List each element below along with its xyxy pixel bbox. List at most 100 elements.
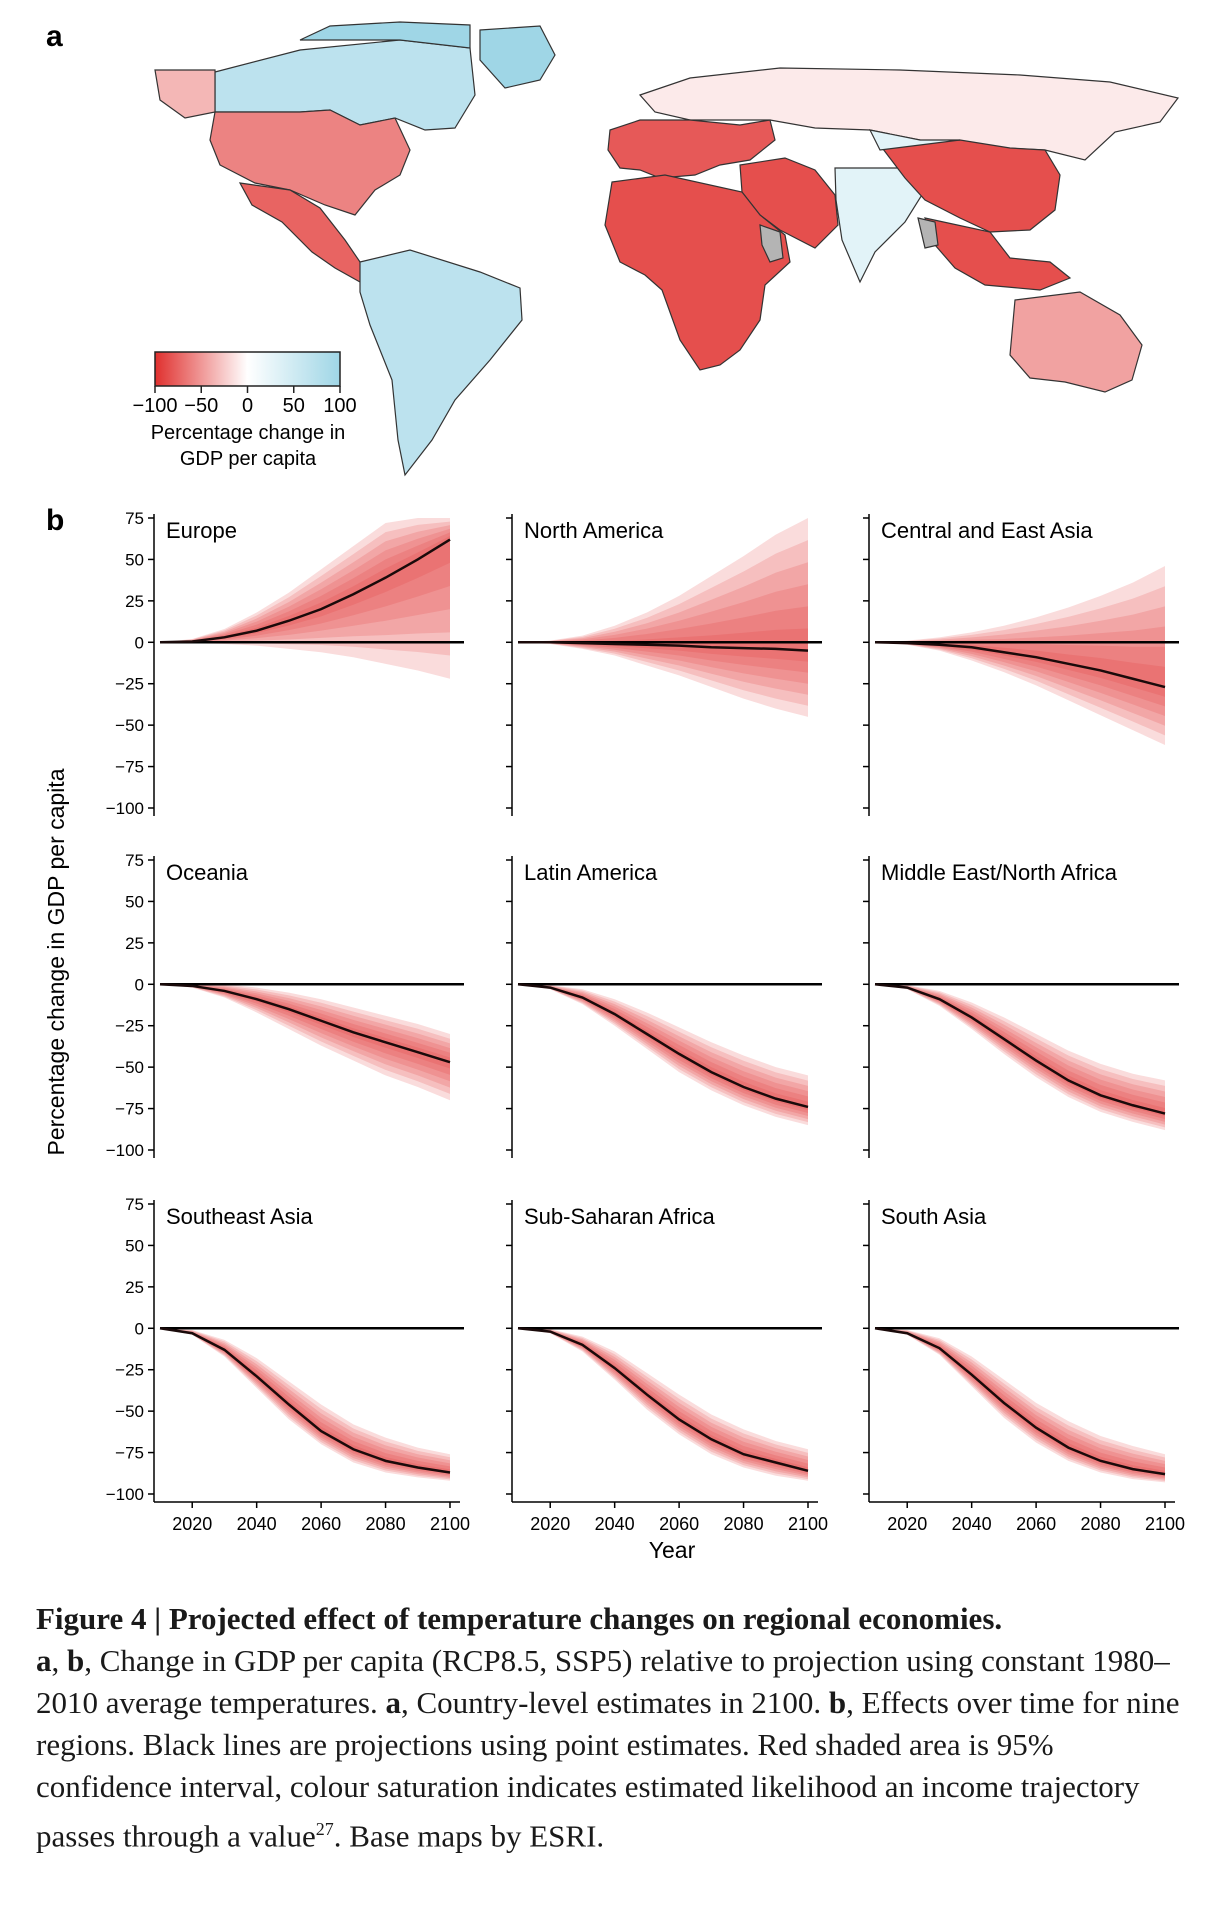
confidence-band <box>160 525 450 643</box>
confidence-band <box>160 984 450 1094</box>
confidence-band <box>160 518 450 679</box>
confidence-band <box>518 984 808 1123</box>
y-tick-label: −100 <box>106 799 144 818</box>
world-map: CanadaGreenlandGreenlandAlaska (United S… <box>154 21 1180 477</box>
confidence-band <box>518 984 808 1126</box>
x-tick-label: 2060 <box>301 1514 341 1534</box>
legend-tick-label: 100 <box>323 395 356 417</box>
confidence-band <box>518 540 808 706</box>
x-axis-title: Year <box>649 1537 696 1563</box>
confidence-band <box>875 626 1165 717</box>
confidence-band <box>518 562 808 695</box>
confidence-band <box>875 1328 1165 1483</box>
projection-line <box>874 983 1166 1115</box>
confidence-band <box>160 528 450 643</box>
caption-fig-label: Figure 4 <box>36 1601 147 1636</box>
confidence-band <box>875 1328 1165 1482</box>
x-tick-label: 2020 <box>530 1514 570 1534</box>
confidence-band <box>160 532 450 643</box>
x-tick-label: 2100 <box>430 1514 470 1534</box>
map-region: Northern Europe and Russia <box>359 249 523 477</box>
panel-title: North America <box>524 518 664 543</box>
y-tick-label: −75 <box>115 1444 144 1463</box>
y-tick-label: 25 <box>125 592 144 611</box>
y-tick-label: 0 <box>135 1319 144 1338</box>
x-tick-label: 2100 <box>1145 1514 1185 1534</box>
projection-line <box>874 1327 1166 1476</box>
panel: Latin America <box>506 856 822 1158</box>
x-tick-label: 2040 <box>595 1514 635 1534</box>
x-tick-label: 2080 <box>1081 1514 1121 1534</box>
map-region: Southeast Asia <box>924 217 1072 291</box>
y-tick-label: −50 <box>115 716 144 735</box>
confidence-band <box>518 518 808 717</box>
confidence-band <box>518 984 808 1110</box>
map-region-no-data <box>917 217 939 249</box>
confidence-band <box>518 584 808 684</box>
projection-line <box>517 983 809 1109</box>
confidence-band <box>160 1328 450 1477</box>
panel-a-label: a <box>46 20 63 53</box>
map-region: Greenland <box>479 25 556 89</box>
y-tick-label: −75 <box>115 758 144 777</box>
small-multiples: 75 50 25 0 −25 −50 −75 −100 Europe North America C… <box>106 509 1185 1534</box>
confidence-band <box>875 642 1165 707</box>
projection-line <box>159 538 451 644</box>
y-tick-label: −50 <box>115 1402 144 1421</box>
map-region: Alaska (United States) <box>154 69 216 119</box>
confidence-band <box>160 1328 450 1478</box>
confidence-band <box>875 984 1165 1131</box>
panel: Middle East/North Africa <box>863 856 1179 1158</box>
confidence-band <box>160 984 450 1101</box>
x-tick-label: 2060 <box>1016 1514 1056 1534</box>
projection-line <box>159 983 451 1064</box>
map-region: Greenland <box>299 21 471 49</box>
panel-b-label: b <box>46 504 64 537</box>
y-tick-label: 75 <box>125 1195 144 1214</box>
map-region: Southeast Asia <box>878 139 1061 233</box>
confidence-band <box>518 1328 808 1481</box>
y-tick-label: −50 <box>115 1058 144 1077</box>
legend-tick-label: −100 <box>132 395 177 417</box>
panel: Central and East Asia <box>863 514 1179 816</box>
panel: 2020 2040 2060 2080 2100 South Asia <box>863 1200 1185 1534</box>
y-tick-label: 50 <box>125 550 144 569</box>
confidence-band <box>160 984 450 1082</box>
map-region-no-data <box>759 224 784 263</box>
confidence-band <box>160 521 450 656</box>
confidence-band <box>875 1328 1165 1479</box>
map-region: Middle East <box>607 119 776 179</box>
y-tick-label: 0 <box>135 975 144 994</box>
map-region: Mongolia and Central Asia <box>868 129 961 151</box>
figure-caption: Figure 4 | Projected effect of temperatu… <box>36 1601 1180 1854</box>
panel: 2020 2040 2060 2080 2100 Sub-Saharan Africa <box>506 1200 828 1534</box>
confidence-band <box>160 1328 450 1480</box>
figure: a CanadaGreenlandGreenlandAlaska (United… <box>43 20 1185 1563</box>
x-tick-label: 2020 <box>172 1514 212 1534</box>
x-tick-label: 2040 <box>237 1514 277 1534</box>
legend-title-line1: Percentage change in <box>151 422 346 444</box>
x-tick-label: 2080 <box>724 1514 764 1534</box>
panel-title: Oceania <box>166 860 249 885</box>
x-tick-label: 2080 <box>366 1514 406 1534</box>
confidence-band <box>518 1328 808 1478</box>
y-tick-label: −100 <box>106 1485 144 1504</box>
panel: 75 50 25 0 −25 −50 −75 −100 2020 2040 2060 2080 2100… <box>106 1195 470 1534</box>
confidence-band <box>518 1328 808 1475</box>
panel: North America <box>506 514 822 816</box>
y-tick-label: 0 <box>135 633 144 652</box>
projection-line <box>517 1327 809 1473</box>
projection-line <box>159 1327 451 1474</box>
panel-title: Latin America <box>524 860 658 885</box>
y-tick-label: −100 <box>106 1141 144 1160</box>
confidence-band <box>875 1328 1165 1477</box>
confidence-band <box>518 984 808 1113</box>
y-tick-label: 75 <box>125 851 144 870</box>
x-tick-label: 2100 <box>788 1514 828 1534</box>
panel: 75 50 25 0 −25 −50 −75 −100 Oceania <box>106 851 464 1160</box>
y-tick-label: 50 <box>125 892 144 911</box>
caption-fig-title: Projected effect of temperature changes … <box>168 1601 1003 1636</box>
y-axis-title: Percentage change in GDP per capita <box>43 768 69 1155</box>
panel-title: Central and East Asia <box>881 518 1093 543</box>
y-tick-label: −25 <box>115 1017 144 1036</box>
